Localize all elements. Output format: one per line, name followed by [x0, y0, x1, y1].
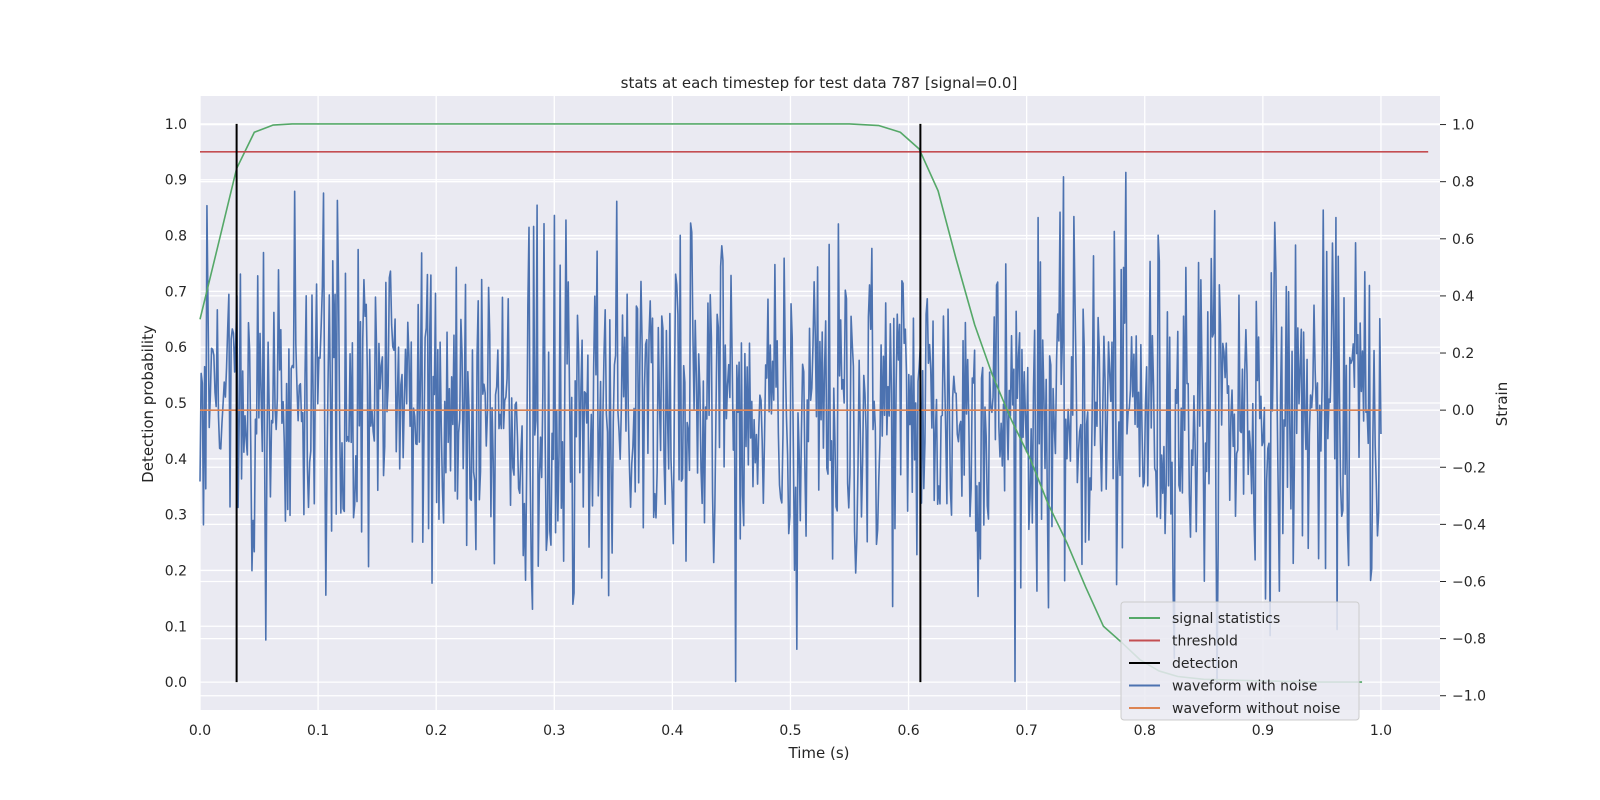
x-tick-label: 0.8 — [1134, 723, 1156, 739]
x-tick-label: 0.2 — [425, 723, 447, 739]
x-tick-label: 0.7 — [1016, 723, 1038, 739]
y-tick-label-right: −1.0 — [1452, 689, 1486, 705]
x-tick-label: 1.0 — [1370, 723, 1392, 739]
legend: signal statistics threshold detection wavef… — [1120, 601, 1360, 721]
y-tick-label-left: 0.4 — [165, 452, 187, 468]
legend-label: threshold — [1172, 634, 1238, 650]
legend-label: signal statistics — [1172, 611, 1280, 627]
x-tick-label: 0.0 — [189, 723, 211, 739]
x-tick-label: 0.1 — [307, 723, 329, 739]
chart-title: stats at each timestep for test data 787… — [621, 74, 1018, 92]
y-tick-label-left: 0.5 — [165, 396, 187, 412]
y-tick-label-left: 0.1 — [165, 619, 187, 635]
y-tick-label-left: 0.2 — [165, 563, 187, 579]
x-tick-label: 0.6 — [897, 723, 919, 739]
x-tick-label: 0.3 — [543, 723, 565, 739]
x-tick-label: 0.5 — [779, 723, 801, 739]
legend-label: waveform with noise — [1172, 679, 1317, 695]
y-tick-label-right: −0.8 — [1452, 632, 1486, 648]
x-tick-label: 0.4 — [661, 723, 683, 739]
y-tick-label-left: 0.8 — [165, 229, 187, 245]
legend-label: waveform without noise — [1172, 701, 1340, 717]
y-tick-label-left: 0.7 — [165, 284, 187, 300]
y-tick-label-left: 1.0 — [165, 117, 187, 133]
x-tick-label: 0.9 — [1252, 723, 1274, 739]
axis-layer: 0.0 0.1 0.2 0.3 0.4 0.5 0.6 0.7 0.8 0.9 1.0 0.0 0.1 0… — [165, 117, 1486, 739]
y-tick-label-right: 1.0 — [1452, 118, 1474, 134]
y-tick-label-left: 0.0 — [165, 675, 187, 691]
y-tick-label-right: 0.8 — [1452, 175, 1474, 191]
y-tick-label-right: 0.4 — [1452, 289, 1474, 305]
y-tick-label-left: 0.3 — [165, 508, 187, 524]
y-tick-label-right: −0.6 — [1452, 574, 1486, 590]
y-axis-label-right: Strain — [1493, 382, 1511, 426]
y-tick-label-left: 0.9 — [165, 173, 187, 189]
y-tick-label-right: −0.2 — [1452, 460, 1486, 476]
legend-box — [1120, 601, 1360, 721]
y-tick-label-right: 0.0 — [1452, 403, 1474, 419]
legend-label: detection — [1172, 656, 1238, 672]
x-axis-label: Time (s) — [788, 744, 850, 762]
y-tick-label-right: 0.6 — [1452, 232, 1474, 248]
y-tick-label-right: 0.2 — [1452, 346, 1474, 362]
y-axis-label-left: Detection probability — [139, 325, 157, 483]
y-tick-label-left: 0.6 — [165, 340, 187, 356]
y-tick-label-right: −0.4 — [1452, 517, 1486, 533]
